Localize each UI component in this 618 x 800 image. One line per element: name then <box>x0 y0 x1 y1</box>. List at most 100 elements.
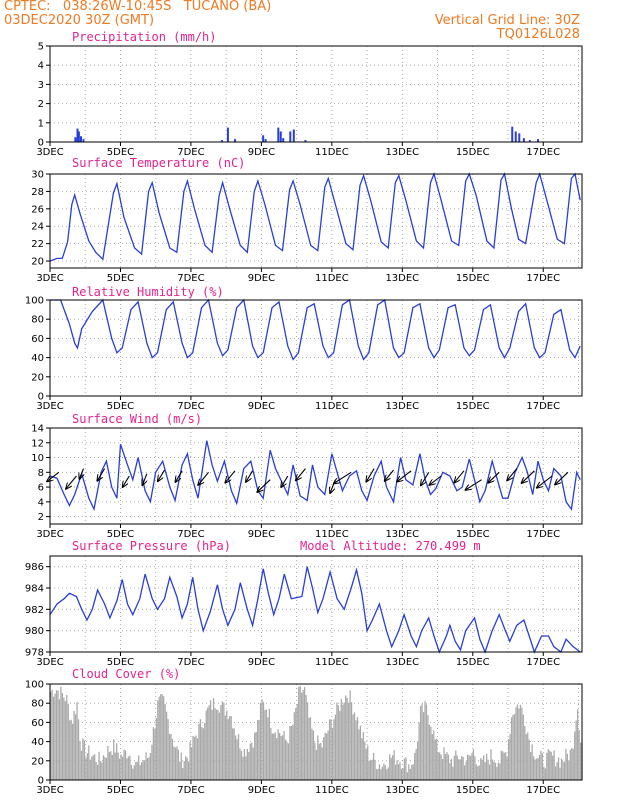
cloud-bar <box>480 758 482 780</box>
cloud-bar <box>562 761 564 780</box>
cloud-bar <box>541 753 544 780</box>
xtick-label-pressure: 7DEC <box>177 657 204 668</box>
cloud-bar <box>248 751 250 780</box>
xtick-label-wind: 11DEC <box>315 529 349 540</box>
panel-wind: 2 4 6 8 10 12 14 3DEC 5DEC 7DEC 9DEC 11DEC 13DEC 15DE… <box>31 412 583 540</box>
cloud-bar <box>58 699 61 780</box>
wind-vector <box>257 479 271 492</box>
cloud-bar <box>121 756 124 780</box>
cloud-bar <box>544 768 546 780</box>
cloud-bar <box>375 769 378 780</box>
cloud-bar <box>547 749 549 780</box>
cloud-bar <box>167 719 169 780</box>
cloud-bar <box>499 763 501 780</box>
cloud-bar <box>374 759 376 780</box>
cloud-bar <box>444 754 447 780</box>
precip-bar <box>304 140 307 142</box>
cloud-bar <box>154 728 156 780</box>
cloud-bar <box>273 733 275 780</box>
xtick-label-pressure: 15DEC <box>456 657 490 668</box>
cloud-bar <box>441 759 444 780</box>
precip-bar <box>220 140 223 142</box>
ytick-label-wind: 2 <box>38 512 44 523</box>
cloud-bar <box>453 755 455 780</box>
cloud-bar <box>105 757 108 780</box>
cloud-bar <box>101 762 103 780</box>
cloud-bar <box>267 717 269 780</box>
cloud-bar <box>70 719 72 780</box>
cloud-bar <box>384 765 386 780</box>
cloud-bar <box>370 759 372 780</box>
cloud-bar <box>207 707 209 780</box>
ytick-label-cloud: 20 <box>31 756 44 767</box>
cloud-bar <box>177 749 179 780</box>
cloud-bar <box>88 745 90 780</box>
xtick-label-temp: 5DEC <box>107 273 134 284</box>
wind-vector <box>330 479 336 493</box>
precip-bar <box>226 127 229 142</box>
cloud-bar <box>261 699 263 780</box>
xtick-label-rh: 9DEC <box>248 401 275 412</box>
ytick-label-precip: 5 <box>38 42 44 53</box>
cloud-bar <box>320 742 322 780</box>
cloud-bar <box>220 705 222 780</box>
cloud-bar <box>251 742 253 780</box>
cloud-bar <box>456 755 458 780</box>
cloud-bar <box>249 743 251 780</box>
cloud-bar <box>226 710 228 780</box>
cloud-bar <box>151 744 153 780</box>
cloud-bar <box>315 749 317 780</box>
xtick-label-cloud: 3DEC <box>36 785 63 796</box>
cloud-bar <box>52 696 55 780</box>
wind-vector <box>225 470 236 483</box>
cloud-bar <box>554 766 557 780</box>
frame-pressure <box>49 555 583 653</box>
cloud-bar <box>303 687 306 780</box>
cloud-bar <box>443 747 445 780</box>
cloud-bar <box>149 753 152 780</box>
xtick-label-cloud: 5DEC <box>107 785 134 796</box>
cloud-bar <box>193 736 196 780</box>
cloud-bar <box>298 687 300 780</box>
cloud-bar <box>77 719 80 780</box>
cloud-bar <box>318 743 320 780</box>
precip-bar <box>536 139 539 142</box>
ytick-label-wind: 6 <box>38 483 44 494</box>
cloud-bar <box>155 717 157 780</box>
cloud-bar <box>214 708 216 780</box>
cloud-bar <box>309 717 312 780</box>
xtick-label-pressure: 17DEC <box>526 657 560 668</box>
cloud-bar <box>254 732 256 780</box>
cloud-bar <box>330 719 332 780</box>
cloud-bar <box>165 711 168 780</box>
cloud-bar <box>425 704 428 780</box>
cloud-bar <box>123 749 125 780</box>
header-station: CPTEC: 038:26W-10:45S TUCANO (BA) <box>4 0 272 14</box>
cloud-bar <box>284 739 287 780</box>
wind-vector <box>454 470 465 483</box>
cloud-bar <box>281 735 284 780</box>
header-datetime: 03DEC2020 30Z (GMT) <box>4 13 155 28</box>
cloud-bar <box>531 744 533 780</box>
cloud-bar <box>60 686 62 780</box>
cloud-bar <box>461 756 463 780</box>
wind-vector <box>465 479 482 490</box>
cloud-bar <box>259 702 262 780</box>
cloud-bar <box>440 754 442 780</box>
cloud-bar <box>556 762 558 780</box>
cloud-bar <box>512 714 514 780</box>
cloud-bar <box>227 719 229 780</box>
cloud-bar <box>179 761 181 780</box>
cloud-bar <box>450 758 453 780</box>
cloud-bar <box>488 764 491 780</box>
cloud-bar <box>135 762 137 780</box>
cloud-bar <box>439 752 441 780</box>
cloud-bar <box>86 753 88 780</box>
cloud-bar <box>525 734 527 780</box>
panel-temp: 20 22 24 26 28 30 3DEC 5DEC 7DEC 9DEC 11DEC 13DEC 15… <box>31 156 583 284</box>
cloud-bar <box>387 767 389 780</box>
cloud-bar <box>406 772 408 780</box>
xtick-label-precip: 15DEC <box>456 147 490 158</box>
cloud-bar <box>502 751 504 780</box>
cloud-bar <box>400 769 403 780</box>
